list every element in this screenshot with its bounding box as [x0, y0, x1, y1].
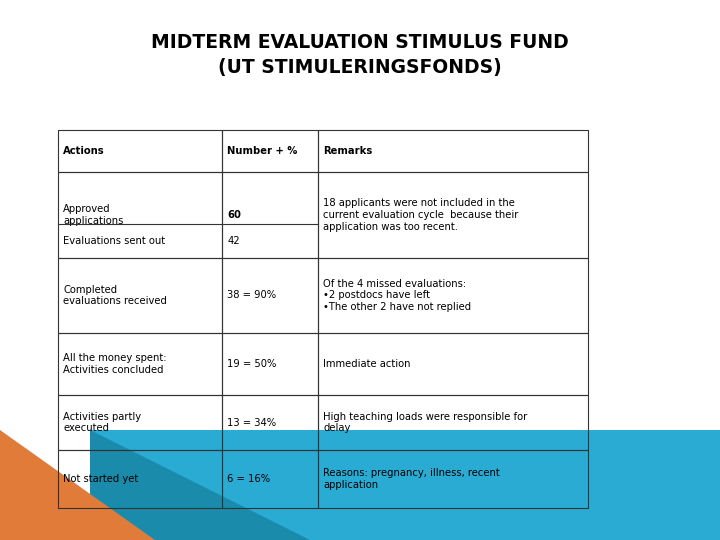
- Text: 6 = 16%: 6 = 16%: [228, 474, 271, 484]
- Text: Reasons: pregnancy, illness, recent
application: Reasons: pregnancy, illness, recent appl…: [323, 468, 500, 490]
- Text: 18 applicants were not included in the
current evaluation cycle  because their
a: 18 applicants were not included in the c…: [323, 198, 519, 232]
- Bar: [58, 395, 222, 450]
- Polygon shape: [360, 250, 720, 540]
- Bar: [318, 258, 588, 333]
- Polygon shape: [100, 350, 720, 540]
- Text: MIDTERM EVALUATION STIMULUS FUND: MIDTERM EVALUATION STIMULUS FUND: [151, 32, 569, 51]
- Text: 60: 60: [228, 210, 241, 220]
- Text: Completed
evaluations received: Completed evaluations received: [63, 285, 167, 306]
- Text: Actions: Actions: [63, 146, 104, 156]
- Text: 13 = 34%: 13 = 34%: [228, 417, 276, 428]
- Text: Approved
applications: Approved applications: [63, 204, 123, 226]
- Polygon shape: [90, 280, 720, 540]
- Polygon shape: [0, 430, 155, 540]
- Text: Of the 4 missed evaluations:
•2 postdocs have left
•The other 2 have not replied: Of the 4 missed evaluations: •2 postdocs…: [323, 279, 472, 312]
- Bar: [222, 130, 318, 172]
- Text: Activities partly
executed: Activities partly executed: [63, 411, 141, 433]
- Bar: [222, 395, 318, 450]
- Bar: [58, 172, 222, 258]
- Bar: [58, 333, 222, 395]
- Bar: [222, 333, 318, 395]
- Text: High teaching loads were responsible for
delay: High teaching loads were responsible for…: [323, 411, 528, 433]
- Bar: [222, 450, 318, 508]
- Bar: [222, 172, 318, 258]
- Bar: [222, 258, 318, 333]
- Text: All the money spent:
Activities concluded: All the money spent: Activities conclude…: [63, 353, 166, 375]
- Text: Remarks: Remarks: [323, 146, 373, 156]
- Bar: [318, 395, 588, 450]
- Bar: [100, 430, 720, 540]
- Bar: [318, 172, 588, 258]
- Text: 19 = 50%: 19 = 50%: [228, 359, 276, 369]
- Text: 42: 42: [228, 236, 240, 246]
- Text: (UT STIMULERINGSFONDS): (UT STIMULERINGSFONDS): [218, 58, 502, 78]
- Bar: [58, 450, 222, 508]
- Text: Immediate action: Immediate action: [323, 359, 411, 369]
- Bar: [58, 258, 222, 333]
- Bar: [318, 333, 588, 395]
- Text: 38 = 90%: 38 = 90%: [228, 291, 276, 300]
- Polygon shape: [90, 430, 310, 540]
- Text: Not started yet: Not started yet: [63, 474, 138, 484]
- Bar: [318, 450, 588, 508]
- Bar: [58, 130, 222, 172]
- Bar: [0, 0, 720, 430]
- Text: Number + %: Number + %: [228, 146, 297, 156]
- Text: Evaluations sent out: Evaluations sent out: [63, 236, 165, 246]
- Bar: [318, 130, 588, 172]
